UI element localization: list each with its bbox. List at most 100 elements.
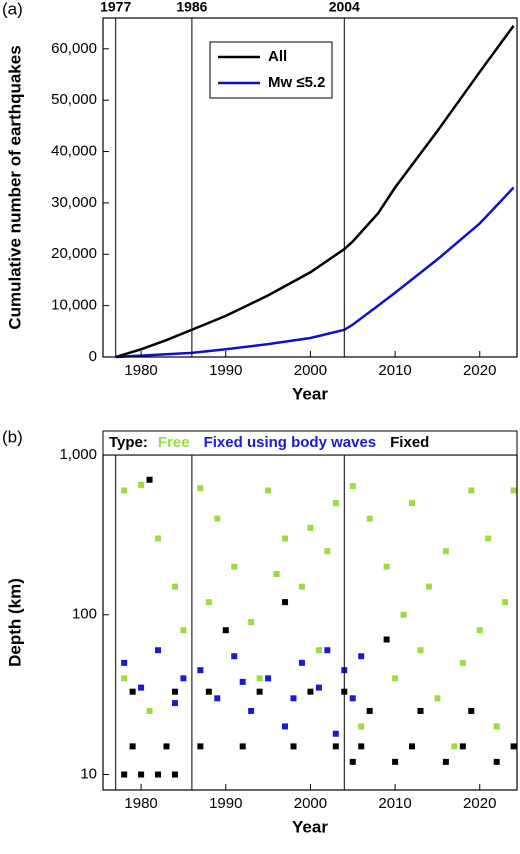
point — [358, 723, 365, 730]
legend-label: Fixed using body waves — [204, 434, 377, 451]
point — [171, 583, 178, 590]
y-tick-label: 30,000 — [51, 194, 97, 211]
panel-label: (a) — [2, 0, 23, 18]
point — [155, 647, 162, 654]
point — [400, 611, 407, 618]
point — [265, 675, 272, 682]
point — [383, 636, 390, 643]
y-tick-label: 10,000 — [51, 297, 97, 314]
point — [392, 758, 399, 765]
point — [409, 500, 416, 507]
point — [383, 563, 390, 570]
point — [197, 485, 204, 492]
point — [121, 675, 128, 682]
point — [231, 653, 238, 660]
point — [180, 675, 187, 682]
point — [332, 730, 339, 737]
point — [214, 695, 221, 702]
point — [324, 548, 331, 555]
panel-label: (b) — [2, 427, 23, 446]
point — [155, 535, 162, 542]
point — [459, 659, 466, 666]
point — [468, 487, 475, 494]
point — [434, 695, 441, 702]
point — [315, 647, 322, 654]
y-axis-label: Cumulative number of earthquakes — [5, 45, 24, 329]
point — [239, 743, 246, 750]
x-tick-label: 2010 — [378, 362, 411, 379]
point — [214, 515, 221, 522]
x-tick-label: 1990 — [209, 362, 242, 379]
point — [138, 481, 145, 488]
point — [451, 743, 458, 750]
point — [290, 743, 297, 750]
legend-label: Free — [158, 434, 190, 451]
point — [146, 476, 153, 483]
point — [392, 675, 399, 682]
point — [298, 659, 305, 666]
point — [265, 487, 272, 494]
reference-label: 1986 — [176, 0, 207, 15]
point — [180, 627, 187, 634]
point — [231, 563, 238, 570]
point — [248, 619, 255, 626]
point — [442, 548, 449, 555]
reference-label: 1977 — [100, 0, 131, 15]
point — [222, 627, 229, 634]
legend-label: Fixed — [390, 434, 429, 451]
point — [307, 524, 314, 531]
x-tick-label: 2000 — [294, 795, 327, 812]
line — [115, 186, 515, 359]
point — [171, 688, 178, 695]
point — [409, 743, 416, 750]
x-axis-label: Year — [292, 817, 328, 836]
x-axis-label: Year — [292, 384, 328, 403]
point — [138, 771, 145, 778]
point — [502, 599, 509, 606]
point — [129, 688, 136, 695]
point — [476, 627, 483, 634]
point — [273, 570, 280, 577]
legend-box — [102, 430, 518, 456]
x-tick-label: 2020 — [463, 795, 496, 812]
y-tick-label: 20,000 — [51, 245, 97, 262]
point — [358, 653, 365, 660]
line — [115, 24, 515, 359]
point — [121, 487, 128, 494]
y-tick-label: 60,000 — [51, 40, 97, 57]
point — [510, 487, 517, 494]
y-tick-label: 100 — [72, 606, 97, 623]
point — [332, 500, 339, 507]
point — [256, 688, 263, 695]
point — [239, 678, 246, 685]
point — [121, 659, 128, 666]
point — [332, 743, 339, 750]
point — [417, 707, 424, 714]
point — [358, 743, 365, 750]
x-tick-label: 1980 — [124, 362, 157, 379]
x-tick-label: 2000 — [294, 362, 327, 379]
point — [205, 688, 212, 695]
point — [349, 695, 356, 702]
legend-label: All — [268, 48, 287, 65]
y-tick-label: 0 — [89, 348, 97, 365]
y-tick-label: 1,000 — [59, 446, 97, 463]
point — [307, 688, 314, 695]
point — [366, 515, 373, 522]
point — [197, 667, 204, 674]
point — [138, 684, 145, 691]
y-tick-label: 10 — [80, 765, 97, 782]
x-tick-label: 2020 — [463, 362, 496, 379]
point — [155, 771, 162, 778]
point — [121, 771, 128, 778]
point — [282, 599, 289, 606]
point — [417, 647, 424, 654]
point — [468, 707, 475, 714]
point — [171, 771, 178, 778]
reference-label: 2004 — [329, 0, 360, 15]
legend-label: Mw ≤5.2 — [268, 74, 325, 91]
point — [493, 723, 500, 730]
point — [248, 707, 255, 714]
point — [197, 743, 204, 750]
x-tick-label: 1990 — [209, 795, 242, 812]
